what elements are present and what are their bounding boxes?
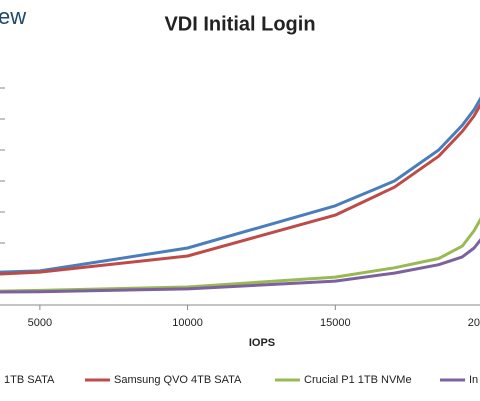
x-tick-label: 15000 <box>320 317 351 329</box>
legend-label: In <box>469 374 478 386</box>
legend-label: 1TB SATA <box>4 374 55 386</box>
x-tick-label: 10000 <box>172 317 203 329</box>
series-line <box>0 238 480 294</box>
series-line <box>0 217 480 293</box>
legend-label: Crucial P1 1TB NVMe <box>304 374 412 386</box>
chart-title: VDI Initial Login <box>164 13 315 35</box>
series-line <box>0 102 480 276</box>
brand-logo: ew <box>0 4 26 29</box>
series-line <box>0 96 480 274</box>
x-tick-label: 5000 <box>28 317 52 329</box>
x-tick-label: 20000 <box>468 317 480 329</box>
legend-label: Samsung QVO 4TB SATA <box>114 374 242 386</box>
x-axis-title: IOPS <box>249 337 275 349</box>
